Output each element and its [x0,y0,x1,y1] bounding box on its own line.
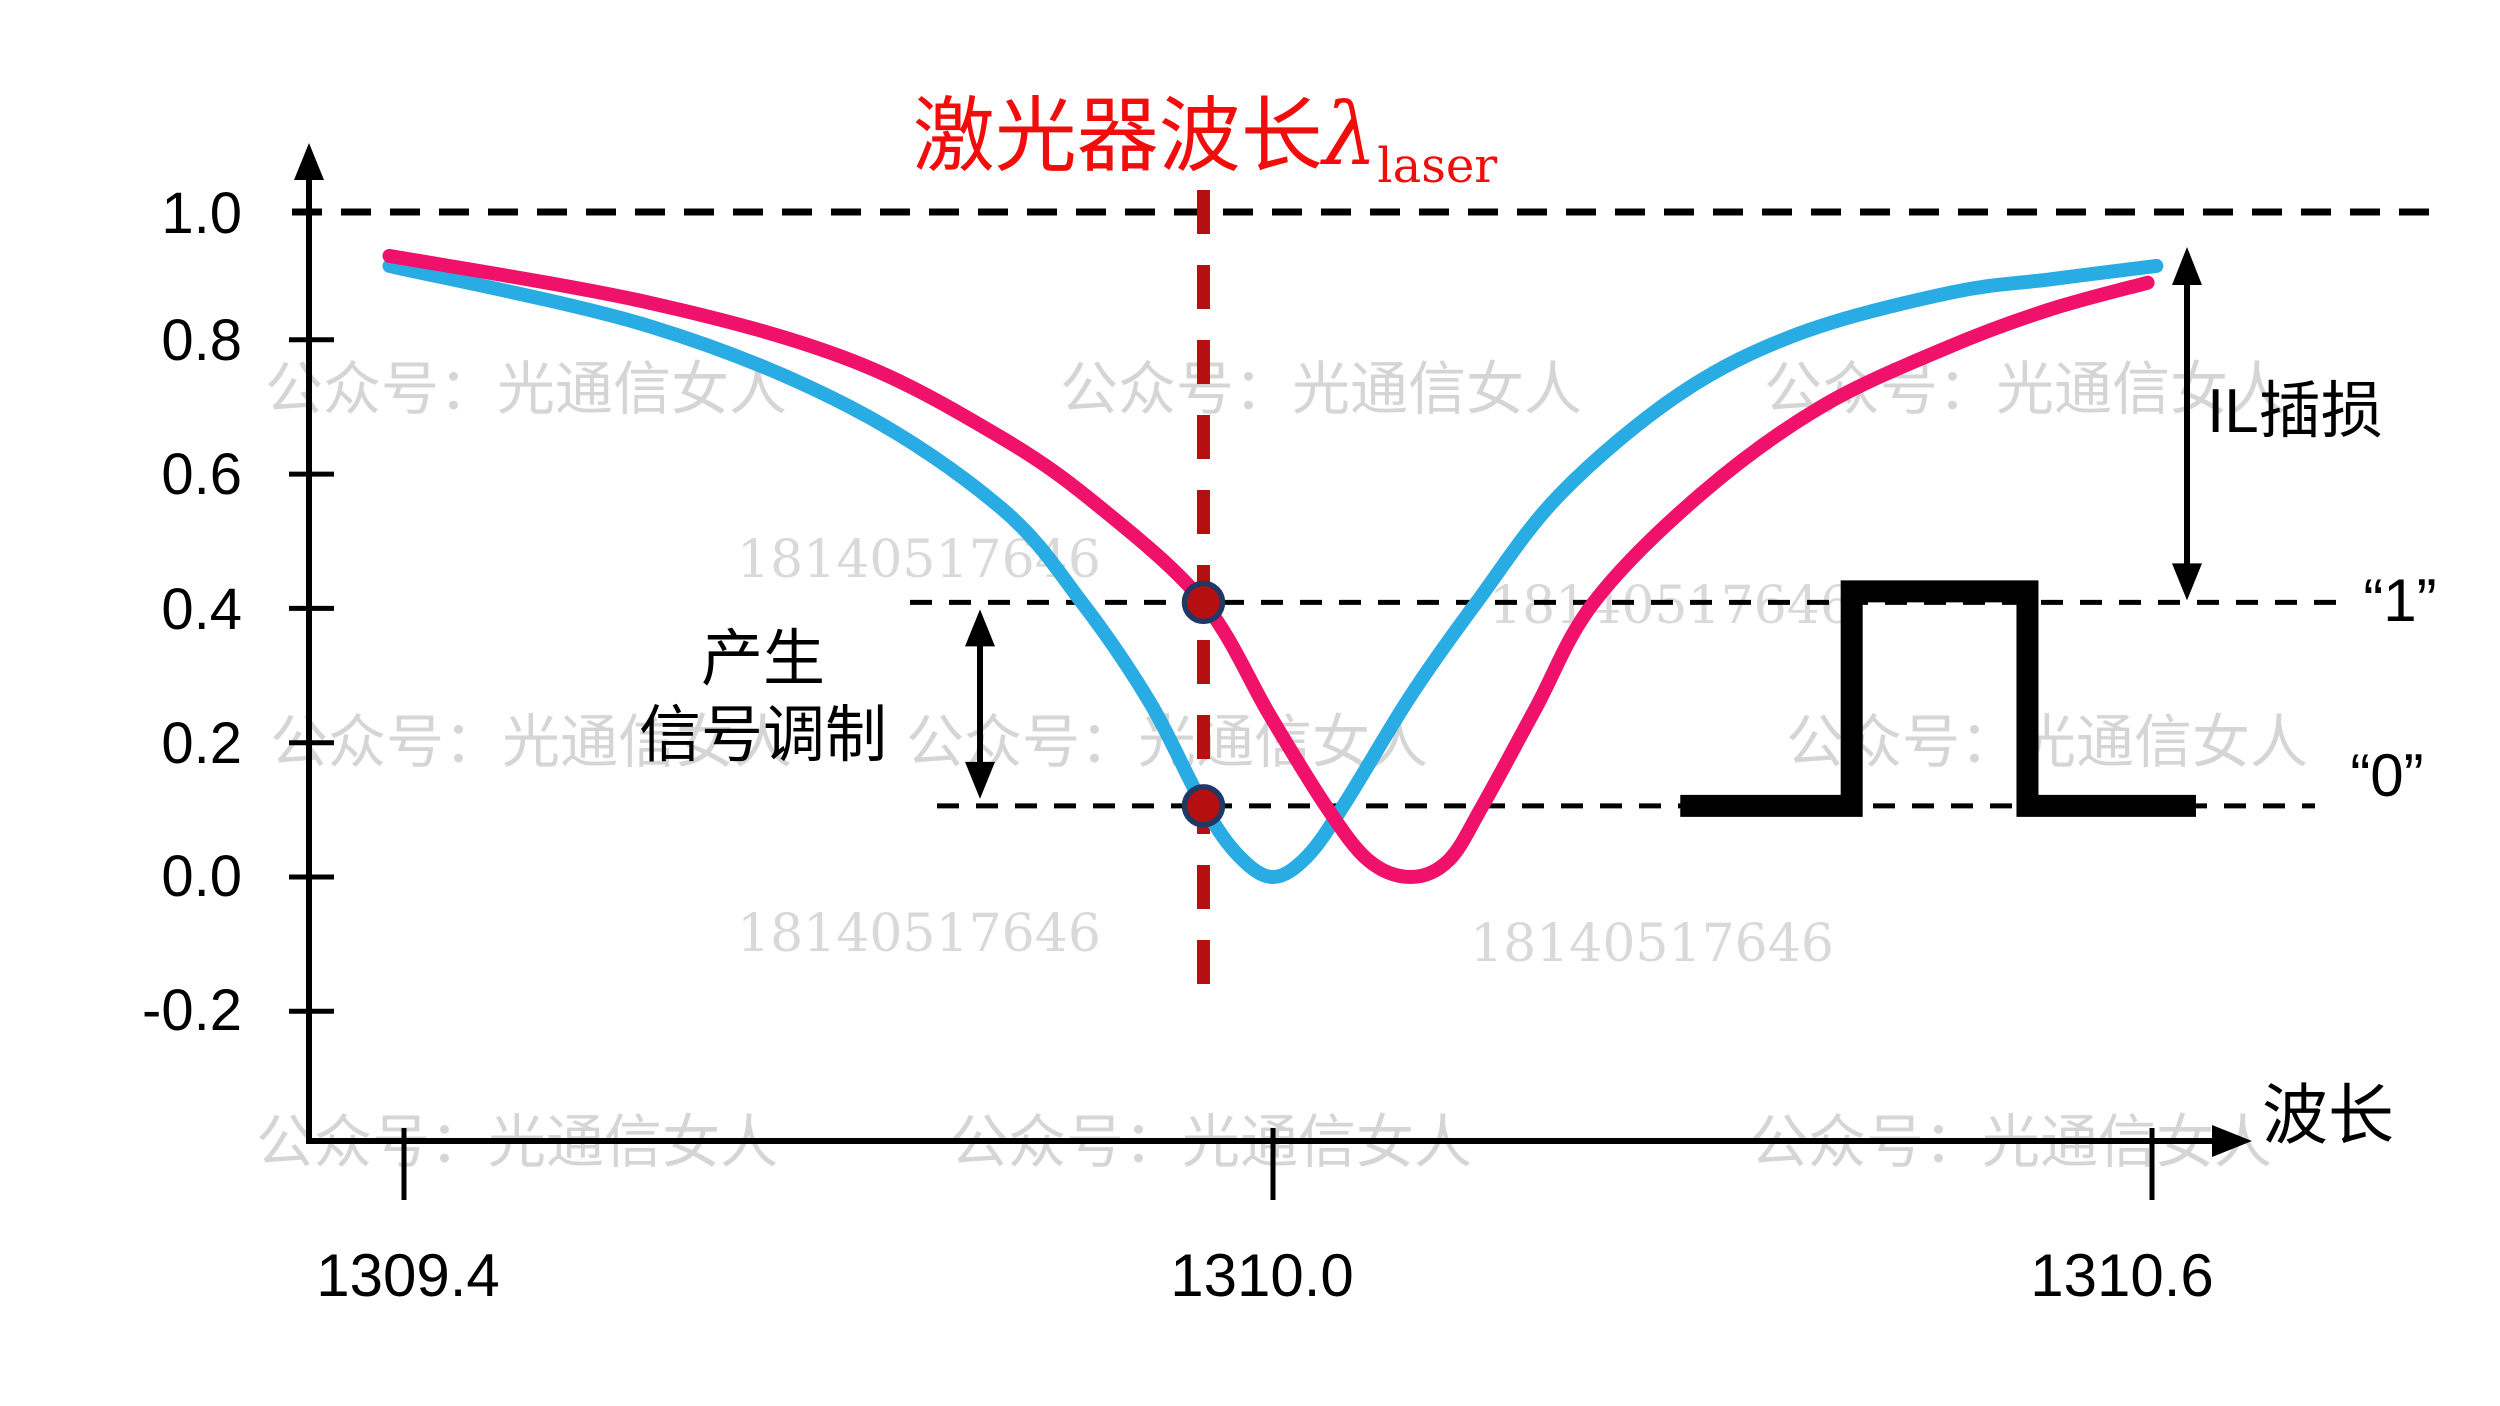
y-tick-label-0.0: 0.0 [161,844,242,909]
watermark-number-text: 18140517646 [1470,914,1834,974]
x-tick-label-1310.0: 1310.0 [1170,1242,1354,1309]
blue_curve [382,258,2164,885]
laser-wavelength-title: 激光器波长λlaser [913,92,1497,190]
x-axis-arrow-icon [2212,1125,2252,1157]
x-tick-label-1309.4: 1309.4 [316,1242,500,1309]
y-tick-label--0.2: -0.2 [142,978,242,1043]
insertion-loss-annotation: IL插损 [2207,377,2383,446]
bit-one-label: “1” [2363,567,2437,634]
y-tick-label-1.0: 1.0 [161,181,242,246]
pink_curve [382,248,2155,885]
lambda-symbol: λ [1322,85,1378,185]
watermark-brand-text: 公众号：光通信女人 [265,357,788,422]
y-tick-label-0.2: 0.2 [161,711,242,776]
nrz-pulse-waveform [1680,580,2196,817]
watermark-brand-text: 公众号：光通信女人 [1060,357,1583,422]
marker-dot-level-zero [1181,784,1226,828]
y-axis-arrow-icon [294,143,324,180]
y-tick-label-0.8: 0.8 [161,308,242,373]
watermark-number-text: 18140517646 [1489,576,1853,636]
modulation-arrow-down-icon [965,761,995,799]
x-axis-title: 波长 [2262,1078,2394,1152]
modulation-annotation-line1: 产生 [700,625,826,694]
insertion-loss-arrow-down-icon [2172,563,2202,601]
x-tick-label-1310.6: 1310.6 [2030,1242,2214,1309]
y-tick-label-0.4: 0.4 [161,577,242,642]
y-tick-label-0.6: 0.6 [161,442,242,507]
modulation-arrow-up-icon [965,609,995,647]
lambda-subscript: laser [1377,138,1498,194]
title-text: 激光器波长 [912,91,1323,182]
watermark-number-text: 18140517646 [737,904,1101,964]
marker-dot-level-one [1181,580,1226,625]
bit-zero-label: “0” [2350,742,2424,809]
watermark-brand-text: 公众号：光通信女人 [1786,710,2309,775]
modulation-annotation: 产生 信号调制 [639,622,887,773]
watermark-brand-text: 公众号：光通信女人 [270,710,793,775]
insertion-loss-arrow-up-icon [2172,247,2202,285]
modulation-annotation-line2: 信号调制 [638,700,888,770]
